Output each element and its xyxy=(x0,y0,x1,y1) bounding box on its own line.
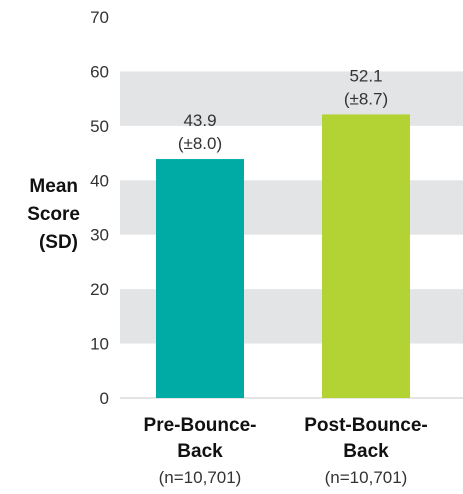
data-label-value: 43.9 xyxy=(183,111,216,130)
y-axis-ticks: 0 10 20 30 40 50 60 70 xyxy=(90,8,109,408)
y-tick-label: 20 xyxy=(90,280,109,299)
y-axis-label-line-2: Score xyxy=(27,204,80,225)
y-tick-label: 40 xyxy=(90,171,109,190)
category-sample-size: (n=10,701) xyxy=(159,468,242,487)
data-labels: 43.9 (±8.0) 52.1 (±8.7) xyxy=(178,66,388,153)
category-name: Back xyxy=(177,441,223,462)
data-label-value: 52.1 xyxy=(349,66,382,85)
category-labels: Pre-Bounce- Back (n=10,701) Post-Bounce- Bac… xyxy=(144,415,428,487)
y-axis-label-line-3: (SD) xyxy=(39,232,78,253)
y-tick-label: 30 xyxy=(90,226,109,245)
y-tick-label: 10 xyxy=(90,335,109,354)
category-name: Back xyxy=(343,441,389,462)
data-label-sd: (±8.7) xyxy=(344,89,388,108)
bars xyxy=(156,114,410,399)
y-tick-label: 70 xyxy=(90,8,109,27)
y-tick-label: 50 xyxy=(90,117,109,136)
category-name: Pre-Bounce- xyxy=(144,415,257,436)
y-tick-label: 60 xyxy=(90,62,109,81)
category-sample-size: (n=10,701) xyxy=(325,468,408,487)
bar-2 xyxy=(322,114,410,399)
grid-band xyxy=(120,71,463,126)
category-name: Post-Bounce- xyxy=(304,415,428,436)
y-axis-label-line-1: Mean xyxy=(29,176,78,197)
data-label-sd: (±8.0) xyxy=(178,134,222,153)
y-tick-label: 0 xyxy=(100,389,109,408)
bar-1 xyxy=(156,159,244,398)
